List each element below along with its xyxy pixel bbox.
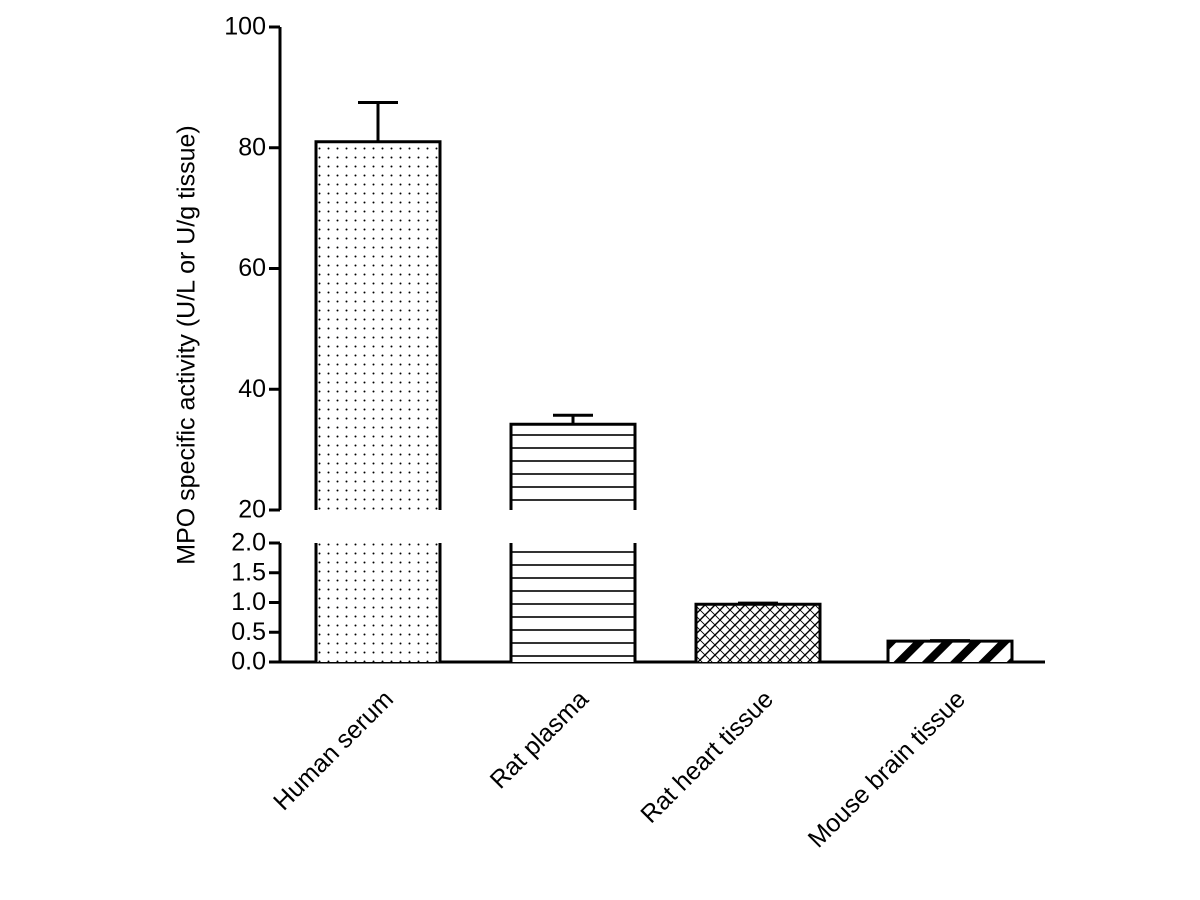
error-bar (358, 100, 398, 142)
y-tick-label: 60 (238, 254, 266, 282)
x-tick-label: Mouse brain tissue (803, 685, 971, 853)
y-tick-label: 100 (224, 13, 266, 41)
y-tick-label: 1.0 (231, 588, 266, 616)
y-tick-label: 0.0 (231, 648, 266, 676)
y-tick-label: 0.5 (231, 618, 266, 646)
x-tick-label: Rat heart tissue (635, 685, 779, 829)
y-tick-label: 1.5 (231, 558, 266, 586)
error-bar (738, 601, 778, 605)
error-bar (930, 639, 970, 643)
bar (888, 641, 1012, 662)
y-axis-label: MPO specific activity (U/L or U/g tissue… (173, 125, 201, 564)
bar (316, 141, 440, 510)
error-bar (553, 413, 593, 425)
y-tick-label: 80 (238, 133, 266, 161)
bar (696, 604, 820, 662)
bar (511, 424, 635, 510)
y-tick-label: 2.0 (231, 529, 266, 557)
bar-segment (511, 543, 635, 662)
y-tick-label: 40 (238, 375, 266, 403)
bar-segment (316, 543, 440, 662)
x-tick-label: Rat plasma (485, 685, 594, 794)
x-tick-label: Human serum (268, 685, 399, 816)
y-tick-label: 20 (238, 496, 266, 524)
